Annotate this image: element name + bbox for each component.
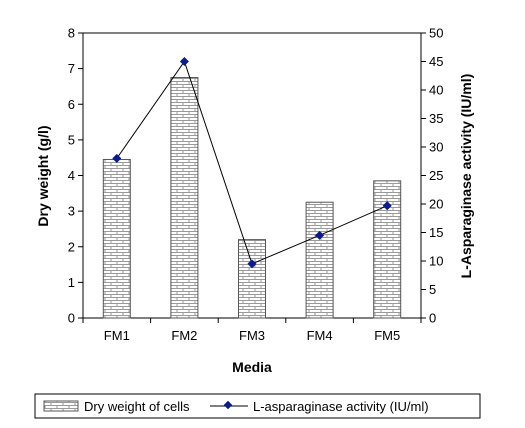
- activity-point-FM1: [112, 153, 122, 163]
- x-tick-label: FM5: [374, 328, 400, 343]
- legend-bar-label: Dry weight of cells: [84, 399, 190, 414]
- legend-line-label: L-asparaginase activity (IU/ml): [253, 399, 429, 414]
- left-tick-label: 4: [68, 168, 75, 183]
- right-tick-label: 40: [429, 83, 443, 98]
- right-axis-ticks: 0 5 10 15 20 25 30 35 40 45 50: [421, 26, 443, 326]
- x-tick-label: FM2: [171, 328, 197, 343]
- left-axis-title: Dry weight (g/l): [35, 125, 51, 226]
- line-series-group: [112, 56, 392, 269]
- right-tick-label: 25: [429, 168, 443, 183]
- legend-line-marker: [223, 400, 233, 410]
- right-tick-label: 5: [429, 282, 436, 297]
- right-tick-label: 45: [429, 54, 443, 69]
- bar-FM4: [305, 201, 334, 319]
- right-tick-label: 0: [429, 311, 436, 326]
- left-axis-ticks: 0 1 2 3 4 5 6 7 8: [68, 26, 83, 326]
- left-tick-label: 1: [68, 275, 75, 290]
- left-tick-label: 0: [68, 311, 75, 326]
- x-axis-ticks: FM1 FM2 FM3 FM4 FM5: [82, 318, 422, 343]
- bar-FM1: [102, 158, 131, 319]
- right-tick-label: 50: [429, 26, 443, 41]
- legend-box: [34, 393, 481, 419]
- left-tick-label: 7: [68, 61, 75, 76]
- activity-line: [116, 60, 388, 265]
- x-tick-label: FM1: [104, 328, 130, 343]
- activity-point-FM2: [179, 56, 189, 67]
- legend: Dry weight of cells L-asparaginase activ…: [34, 393, 481, 419]
- right-tick-label: 35: [429, 111, 443, 126]
- left-tick-label: 5: [68, 132, 75, 147]
- bar-FM5: [373, 180, 402, 319]
- x-axis-title: Media: [232, 359, 272, 375]
- left-tick-label: 6: [68, 97, 75, 112]
- bar-FM2: [170, 77, 199, 319]
- right-tick-label: 30: [429, 140, 443, 155]
- right-tick-label: 10: [429, 254, 443, 269]
- legend-bar-swatch: [43, 400, 79, 412]
- x-tick-label: FM3: [239, 328, 265, 343]
- x-tick-label: FM4: [307, 328, 333, 343]
- left-tick-label: 3: [68, 204, 75, 219]
- right-tick-label: 20: [429, 197, 443, 212]
- left-tick-label: 8: [68, 26, 75, 41]
- right-axis-title: L-Asparaginase activity (IU/ml): [458, 74, 474, 279]
- left-tick-label: 2: [68, 239, 75, 254]
- bar-FM3: [238, 239, 266, 319]
- activity-point-FM3: [247, 259, 257, 269]
- right-tick-label: 15: [429, 225, 443, 240]
